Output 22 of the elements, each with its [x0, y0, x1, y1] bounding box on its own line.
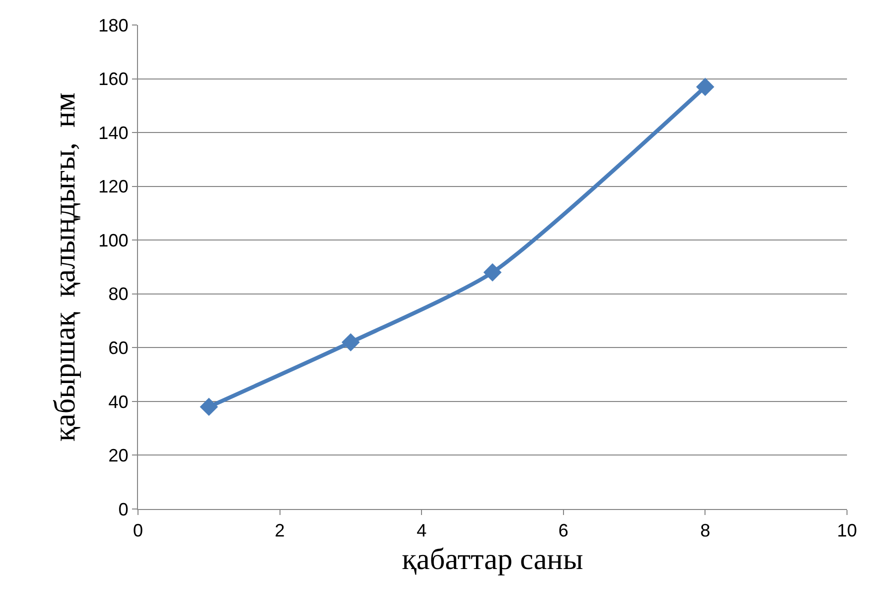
y-tick-label: 0: [118, 499, 128, 520]
x-tick-label: 6: [558, 520, 568, 541]
y-tick-label: 20: [108, 446, 128, 466]
y-tick-label: 120: [98, 176, 128, 197]
y-tick-label: 100: [98, 230, 128, 250]
point: [483, 263, 502, 282]
x-tick-label: 2: [274, 520, 285, 541]
y-tick-label: 60: [108, 338, 128, 358]
y-tick-label: 40: [108, 392, 128, 412]
y-tick-label: 160: [98, 69, 128, 90]
point: [200, 398, 218, 416]
y-tick-label: 140: [98, 122, 128, 143]
y-tick-label: 180: [98, 15, 128, 36]
y-axis-title: қабыршақ қалыңдығы, нм: [48, 92, 82, 442]
x-tick-label: 10: [836, 520, 858, 541]
point: [342, 333, 360, 352]
point: [696, 78, 714, 96]
x-tick-label: 0: [132, 520, 144, 541]
y-tick-label: 80: [108, 284, 128, 304]
x-tick-label: 8: [700, 520, 710, 541]
x-axis-title: қабаттар саны: [402, 543, 584, 576]
x-tick-label: 4: [416, 520, 427, 541]
